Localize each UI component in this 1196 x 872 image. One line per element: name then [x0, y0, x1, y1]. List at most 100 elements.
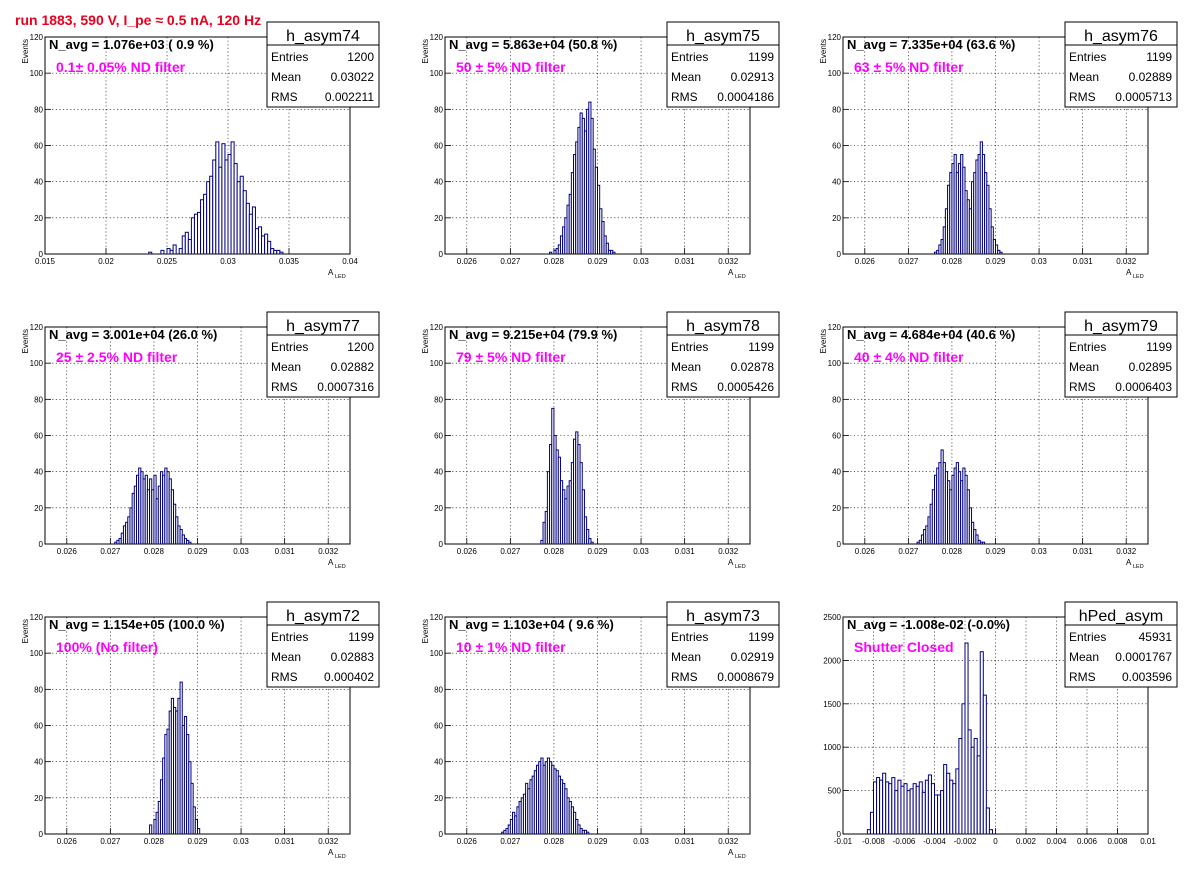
stats-title: h_asym75 [686, 28, 760, 45]
stats-value-rms: 0.0005713 [1115, 90, 1172, 104]
y-tick-label: 20 [434, 214, 443, 223]
filter-annotation: 100% (No filter) [56, 639, 158, 655]
stats-box: h_asym75 Entries 1199 Mean 0.02913 RMS 0.00041… [666, 21, 780, 108]
y-tick-label: 60 [832, 432, 841, 441]
stats-value-rms: 0.002211 [325, 90, 374, 104]
stats-box-frame [266, 21, 380, 108]
x-tick-label: 0.027 [100, 837, 121, 846]
histogram-bin [985, 807, 990, 834]
y-tick-label: 100 [30, 69, 44, 78]
navg-label: N_avg = -1.008e-02 (-0.0%) [847, 617, 1010, 632]
stats-label-rms: RMS [1069, 90, 1096, 104]
y-axis-label: Events [421, 329, 430, 353]
stats-box-frame [666, 601, 780, 688]
stats-value-entries: 1199 [1146, 340, 1172, 354]
stats-value-entries: 1199 [348, 630, 374, 644]
y-tick-label: 100 [30, 649, 44, 658]
stats-box: h_asym76 Entries 1199 Mean 0.02889 RMS 0.00057… [1064, 21, 1178, 108]
stats-value-mean: 0.03022 [331, 70, 375, 84]
x-tick-label: -0.004 [923, 837, 946, 846]
navg-label: N_avg = 1.103e+04 ( 9.6 %) [449, 617, 614, 632]
histogram-bin [194, 819, 198, 834]
x-tick-label: 0.03 [633, 837, 649, 846]
x-axis-label: A [1126, 558, 1132, 567]
stats-label-entries: Entries [271, 340, 308, 354]
y-tick-label: 40 [832, 178, 841, 187]
histogram-bin [267, 240, 272, 254]
y-tick-label: 100 [828, 69, 842, 78]
stats-label-rms: RMS [671, 90, 698, 104]
y-tick-label: 100 [30, 359, 44, 368]
x-tick-label: 0.027 [500, 257, 521, 266]
stats-value-entries: 45931 [1139, 630, 1173, 644]
navg-label: N_avg = 7.335e+04 (63.6 %) [847, 37, 1015, 52]
x-tick-label: 0.027 [898, 547, 919, 556]
y-axis-label: Events [21, 329, 30, 353]
x-tick-label: 0.031 [675, 837, 696, 846]
stats-box: h_asym72 Entries 1199 Mean 0.02883 RMS 0.00040… [266, 601, 380, 688]
x-axis-label-sub: LED [735, 564, 746, 570]
stats-box-frame [266, 311, 380, 398]
y-tick-label: 40 [832, 468, 841, 477]
stats-label-mean: Mean [1069, 70, 1099, 84]
histogram-bin [149, 824, 153, 834]
x-tick-label: 0.027 [898, 257, 919, 266]
y-tick-label: 20 [832, 214, 841, 223]
navg-label: N_avg = 3.001e+04 (26.0 %) [49, 327, 217, 342]
stats-label-entries: Entries [271, 630, 308, 644]
y-tick-label: 120 [30, 613, 44, 622]
stats-value-entries: 1199 [1146, 50, 1172, 64]
y-tick-label: 40 [434, 758, 443, 767]
stats-title: h_asym77 [286, 318, 360, 335]
stats-label-mean: Mean [671, 70, 701, 84]
x-axis-label: A [728, 848, 734, 857]
x-tick-label: 0.029 [985, 257, 1006, 266]
stats-title: h_asym73 [686, 608, 760, 625]
x-tick-label: 0 [993, 837, 998, 846]
y-tick-label: 60 [34, 142, 43, 151]
histogram-bin [188, 541, 192, 544]
y-tick-label: 60 [34, 722, 43, 731]
stats-box-frame [666, 311, 780, 398]
y-tick-label: 60 [434, 432, 443, 441]
x-tick-label: 0.028 [942, 257, 963, 266]
histogram-series [866, 642, 993, 834]
y-tick-label: 0 [439, 250, 444, 259]
stats-value-mean: 0.02889 [1129, 70, 1173, 84]
x-axis-label-sub: LED [735, 854, 746, 860]
x-tick-label: 0.032 [718, 547, 739, 556]
y-tick-label: 100 [430, 359, 444, 368]
x-axis-label-sub: LED [735, 274, 746, 280]
histogram-panel-hPed_asym: -0.01 -0.008 -0.006 -0.004 -0.002 0 0.002 0.004… [823, 601, 1178, 846]
stats-label-rms: RMS [1069, 670, 1096, 684]
stats-label-rms: RMS [271, 380, 298, 394]
y-tick-label: 0 [439, 540, 444, 549]
stats-value-mean: 0.02878 [731, 360, 775, 374]
x-tick-label: 0.027 [500, 547, 521, 556]
y-tick-label: 1000 [823, 743, 841, 752]
histogram-panel-h_asym77: 0.026 0.027 0.028 0.029 0.03 0.031 0.032 0 20 40 6… [21, 311, 380, 570]
x-tick-label: 0.025 [157, 257, 178, 266]
x-tick-label: 0.031 [675, 257, 696, 266]
stats-title: h_asym79 [1084, 318, 1158, 335]
y-tick-label: 500 [828, 787, 842, 796]
histogram-series [149, 681, 201, 834]
x-tick-label: 0.03 [1031, 547, 1047, 556]
histogram-bin [197, 828, 201, 834]
stats-label-entries: Entries [671, 50, 708, 64]
stats-label-mean: Mean [1069, 650, 1099, 664]
stats-label-entries: Entries [271, 50, 308, 64]
x-axis-label-sub: LED [335, 274, 346, 280]
navg-label: N_avg = 9.215e+04 (79.9 %) [449, 327, 617, 342]
x-tick-label: 0.027 [100, 547, 121, 556]
histogram-panel-h_asym72: 0.026 0.027 0.028 0.029 0.03 0.031 0.032 0 20 40 6… [21, 601, 380, 860]
histogram-bin [988, 829, 993, 834]
stats-label-rms: RMS [671, 380, 698, 394]
stats-label-rms: RMS [271, 670, 298, 684]
y-tick-label: 120 [430, 613, 444, 622]
y-tick-label: 0 [837, 830, 842, 839]
y-tick-label: 120 [430, 323, 444, 332]
stats-box: h_asym78 Entries 1199 Mean 0.02878 RMS 0.00054… [666, 311, 780, 398]
stats-title: h_asym72 [286, 608, 360, 625]
y-tick-label: 40 [34, 758, 43, 767]
